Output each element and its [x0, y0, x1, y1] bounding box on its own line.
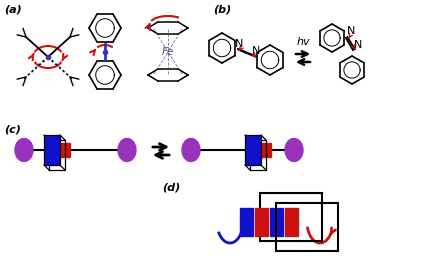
Text: (c): (c) — [4, 125, 21, 135]
Bar — [240, 208, 253, 236]
Bar — [260, 193, 322, 241]
Bar — [285, 208, 298, 236]
Ellipse shape — [15, 139, 33, 162]
Bar — [255, 208, 268, 236]
Text: Fe: Fe — [162, 47, 174, 57]
Ellipse shape — [285, 139, 303, 162]
Bar — [270, 208, 283, 236]
Text: (d): (d) — [162, 182, 180, 192]
Text: N: N — [235, 39, 243, 49]
Bar — [276, 203, 338, 251]
Text: (a): (a) — [4, 4, 22, 14]
Ellipse shape — [118, 139, 136, 162]
Text: (b): (b) — [213, 4, 231, 14]
Text: N: N — [347, 26, 355, 36]
Text: N: N — [252, 46, 260, 56]
Text: N: N — [354, 40, 362, 50]
Text: hv: hv — [296, 37, 310, 47]
Bar — [44, 135, 60, 165]
Bar — [245, 135, 261, 165]
Bar — [257, 143, 271, 157]
Bar — [56, 143, 70, 157]
Ellipse shape — [182, 139, 200, 162]
